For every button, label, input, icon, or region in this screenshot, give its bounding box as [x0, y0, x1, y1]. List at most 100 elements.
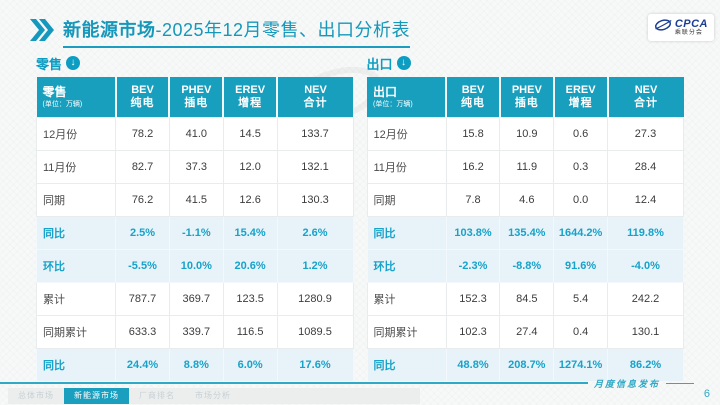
- table-row: 同比 103.8% 135.4% 1644.2% 119.8%: [366, 216, 684, 250]
- cell-value: 135.4%: [499, 216, 555, 250]
- row-label: 同比: [366, 348, 447, 382]
- table-corner-header: 零售 (单位：万辆): [36, 77, 116, 118]
- cell-value: 787.7: [115, 282, 170, 316]
- cell-value: 7.8: [445, 183, 501, 217]
- table-row: 环比 -2.3% -8.8% 91.6% -4.0%: [366, 249, 684, 283]
- cell-value: 1280.9: [276, 282, 354, 316]
- arrow-down-circle-icon: ↓: [396, 56, 411, 70]
- cell-value: 132.1: [276, 150, 354, 184]
- cell-value: 152.3: [445, 282, 501, 316]
- page-title-bold: 新能源市场: [63, 20, 156, 40]
- cell-value: 103.8%: [445, 216, 501, 250]
- cell-value: 5.4: [553, 282, 609, 316]
- table-row: 11月份 82.7 37.3 12.0 132.1: [35, 150, 354, 184]
- logo-sub-text: 乘联分会: [674, 30, 703, 37]
- column-header-bev: BEV 纯电: [114, 77, 170, 118]
- cell-value: 2.6%: [276, 216, 354, 250]
- slide-header: 新能源市场-2025年12月零售、出口分析表: [30, 16, 411, 48]
- export-section-title: 出口: [366, 56, 393, 72]
- corner-label: 出口: [373, 85, 398, 100]
- cell-value: 0.6: [553, 117, 609, 151]
- cell-value: 16.2: [445, 150, 501, 184]
- cell-value: 1274.1%: [553, 348, 609, 382]
- row-label: 环比: [35, 249, 117, 283]
- table-row: 同期累计 633.3 339.7 116.5 1089.5: [35, 315, 354, 349]
- table-row: 环比 -5.5% 10.0% 20.6% 1.2%: [35, 249, 354, 283]
- cell-value: 20.6%: [222, 249, 278, 283]
- table-row: 同期累计 102.3 27.4 0.4 130.1: [366, 315, 684, 349]
- corner-unit: (单位：万辆): [373, 100, 413, 108]
- cell-value: 123.5: [222, 282, 278, 316]
- cell-value: 24.4%: [115, 348, 170, 382]
- tab-厂商排名[interactable]: 厂商排名: [139, 391, 175, 400]
- cell-value: 119.8%: [607, 216, 684, 250]
- table-row: 同比 2.5% -1.1% 15.4% 2.6%: [35, 216, 354, 250]
- export-table: 出口 (单位：万辆) BEV 纯电 PHEV 插电 EREV 增程 NEV 合计 12月份 15…: [366, 77, 685, 382]
- table-row: 累计 152.3 84.5 5.4 242.2: [366, 282, 684, 316]
- cell-value: 1.2%: [276, 249, 354, 283]
- tables-area: 零售 ↓ 零售 (单位：万辆) BEV 纯电 PHEV 插电 EREV 增程 NEV 合计 1…: [35, 54, 685, 382]
- cell-value: 48.8%: [445, 348, 501, 382]
- divider-line: [0, 382, 588, 384]
- retail-section: 零售 ↓ 零售 (单位：万辆) BEV 纯电 PHEV 插电 EREV 增程 NEV 合计 1…: [35, 54, 354, 382]
- row-label: 同期累计: [35, 315, 117, 349]
- row-label: 累计: [366, 282, 447, 316]
- column-header-erev: EREV 增程: [222, 77, 278, 118]
- row-label: 同期: [35, 183, 117, 217]
- table-row: 累计 787.7 369.7 123.5 1280.9: [35, 282, 354, 316]
- cell-value: -2.3%: [445, 249, 501, 283]
- cell-value: 2.5%: [115, 216, 170, 250]
- cell-value: 116.5: [222, 315, 278, 349]
- cell-value: 10.9: [499, 117, 555, 151]
- row-label: 同期: [366, 183, 447, 217]
- tab-市场分析[interactable]: 市场分析: [195, 391, 231, 400]
- cell-value: 15.4%: [222, 216, 278, 250]
- row-label: 累计: [35, 282, 117, 316]
- table-row: 12月份 15.8 10.9 0.6 27.3: [366, 117, 684, 151]
- cell-value: 6.0%: [222, 348, 278, 382]
- cell-value: 4.6: [499, 183, 555, 217]
- column-header-phev: PHEV 插电: [168, 77, 224, 118]
- column-header-erev: EREV 增程: [552, 77, 608, 118]
- row-label: 12月份: [366, 117, 447, 151]
- tab-新能源市场[interactable]: 新能源市场: [64, 388, 129, 404]
- cpca-swirl-icon: [654, 17, 672, 38]
- cell-value: 0.4: [553, 315, 609, 349]
- row-label: 同比: [35, 216, 117, 250]
- table-row: 11月份 16.2 11.9 0.3 28.4: [366, 150, 684, 184]
- table-row: 同比 24.4% 8.8% 6.0% 17.6%: [35, 348, 354, 382]
- cell-value: 27.3: [607, 117, 684, 151]
- page-title-rest: -2025年12月零售、出口分析表: [155, 20, 411, 40]
- cell-value: 12.6: [222, 183, 278, 217]
- column-header-bev: BEV 纯电: [445, 77, 500, 118]
- page-title: 新能源市场-2025年12月零售、出口分析表: [63, 16, 411, 48]
- page-number: 6: [703, 388, 710, 400]
- row-label: 环比: [366, 249, 447, 283]
- retail-section-header: 零售 ↓: [36, 54, 354, 72]
- cell-value: 11.9: [499, 150, 555, 184]
- cpca-logo: CPCA 乘联分会: [647, 14, 714, 41]
- column-header-nev: NEV 合计: [606, 77, 684, 118]
- logo-brand-text: CPCA: [674, 18, 708, 31]
- cell-value: 91.6%: [553, 249, 609, 283]
- footer-divider: 月度信息发布: [0, 377, 694, 390]
- table-corner-header: 出口 (单位：万辆): [367, 77, 447, 118]
- cell-value: 27.4: [499, 315, 555, 349]
- tab-总体市场[interactable]: 总体市场: [18, 391, 54, 400]
- cell-value: 17.6%: [276, 348, 354, 382]
- row-label: 同比: [35, 348, 117, 382]
- cell-value: 130.1: [607, 315, 684, 349]
- export-section-header: 出口 ↓: [367, 54, 685, 72]
- corner-unit: (单位：万辆): [42, 100, 83, 108]
- retail-section-title: 零售: [36, 56, 63, 72]
- cell-value: 12.4: [607, 183, 684, 217]
- row-label: 11月份: [35, 150, 117, 184]
- row-label: 12月份: [35, 117, 117, 151]
- cell-value: 339.7: [168, 315, 224, 349]
- row-label: 11月份: [366, 150, 447, 184]
- table-row: 同期 7.8 4.6 0.0 12.4: [366, 183, 684, 217]
- table-row: 12月份 78.2 41.0 14.5 133.7: [35, 117, 354, 151]
- table-row: 同期 76.2 41.5 12.6 130.3: [35, 183, 354, 217]
- table-row: 同比 48.8% 208.7% 1274.1% 86.2%: [366, 348, 684, 382]
- cell-value: 208.7%: [499, 348, 555, 382]
